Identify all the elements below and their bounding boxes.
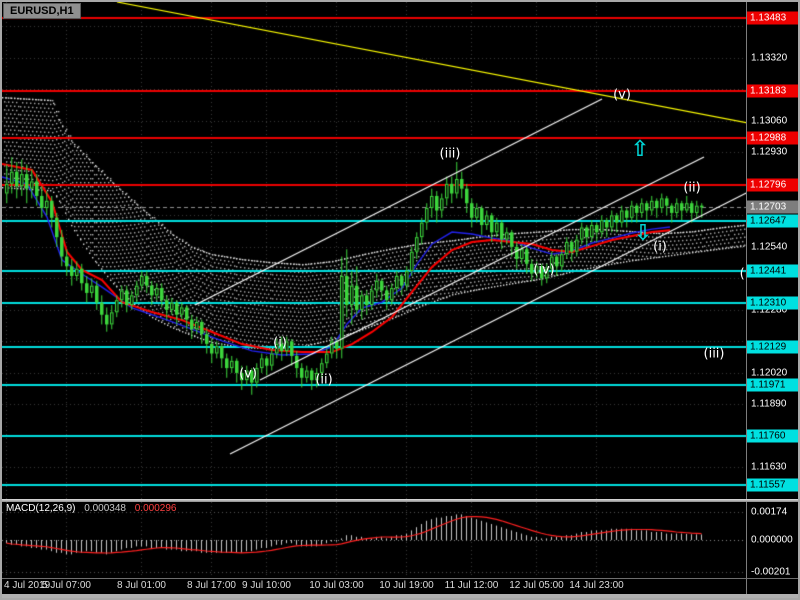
price-axis-label: 1.12540 bbox=[751, 241, 788, 253]
price-axis-label: 1.11630 bbox=[751, 461, 787, 473]
time-axis[interactable]: 4 Jul 2019 5 Jul 07:00 8 Jul 01:00 8 Jul 17… bbox=[2, 579, 746, 594]
price-level-tag: 1.11760 bbox=[747, 429, 798, 443]
time-axis-label: 10 Jul 19:00 bbox=[379, 580, 434, 591]
price-chart-canvas[interactable] bbox=[2, 2, 746, 499]
macd-axis-label: 0.00174 bbox=[751, 506, 788, 518]
price-axis-label: 1.13320 bbox=[751, 52, 788, 64]
chart-symbol-label: EURUSD,H1 bbox=[3, 3, 81, 19]
macd-canvas[interactable] bbox=[2, 502, 746, 578]
time-axis-label: 8 Jul 17:00 bbox=[187, 580, 236, 591]
macd-panel[interactable] bbox=[2, 502, 746, 578]
time-axis-label: 9 Jul 10:00 bbox=[242, 580, 291, 591]
price-level-tag: 1.12647 bbox=[747, 214, 798, 228]
price-axis[interactable]: 1.13320 1.13060 1.12930 1.12540 1.12280 1.120… bbox=[747, 2, 798, 594]
time-axis-label: 8 Jul 01:00 bbox=[117, 580, 166, 591]
price-level-tag: 1.12129 bbox=[747, 340, 798, 353]
price-chart-area[interactable]: (v)(iii)(ii)(i)(iv)(i(iii)(i)(v)(ii)⇧⇩ bbox=[2, 2, 746, 499]
time-axis-label: 5 Jul 07:00 bbox=[42, 580, 91, 591]
price-level-tag: 1.12310 bbox=[747, 296, 798, 310]
macd-axis-label: 0.000000 bbox=[751, 534, 793, 546]
macd-axis-label: -0.00201 bbox=[751, 566, 791, 578]
price-level-tag: 1.12703 bbox=[747, 200, 798, 214]
time-axis-label: 10 Jul 03:00 bbox=[309, 580, 364, 591]
macd-label-row: MACD(12,26,9) 0.000348 0.000296 bbox=[6, 503, 182, 514]
panel-splitter[interactable] bbox=[2, 499, 798, 502]
price-level-tag: 1.12796 bbox=[747, 178, 798, 192]
time-axis-label: 11 Jul 12:00 bbox=[444, 580, 499, 591]
price-axis-label: 1.12020 bbox=[751, 367, 788, 379]
price-level-tag: 1.13483 bbox=[747, 11, 798, 25]
time-axis-label: 12 Jul 05:00 bbox=[509, 580, 564, 591]
price-level-tag: 1.11971 bbox=[747, 378, 798, 392]
price-axis-label: 1.12930 bbox=[751, 146, 788, 158]
price-axis-label: 1.11890 bbox=[751, 398, 787, 410]
time-axis-label: 4 Jul 2019 bbox=[4, 580, 51, 591]
time-axis-separator bbox=[2, 578, 798, 579]
macd-indicator-label: MACD(12,26,9) bbox=[6, 503, 76, 514]
macd-main-value: 0.000348 bbox=[84, 503, 126, 514]
price-axis-label: 1.12280 bbox=[751, 304, 788, 316]
price-level-tag: 1.11557 bbox=[747, 478, 798, 492]
axis-separator bbox=[746, 2, 747, 594]
window-bottom-edge bbox=[2, 594, 798, 598]
price-level-tag: 1.13183 bbox=[747, 84, 798, 98]
price-level-tag: 1.12988 bbox=[747, 131, 798, 145]
macd-signal-value: 0.000296 bbox=[134, 503, 177, 514]
price-level-tag: 1.12441 bbox=[747, 264, 798, 278]
time-axis-label: 14 Jul 23:00 bbox=[569, 580, 624, 591]
price-axis-label: 1.13060 bbox=[751, 115, 788, 127]
